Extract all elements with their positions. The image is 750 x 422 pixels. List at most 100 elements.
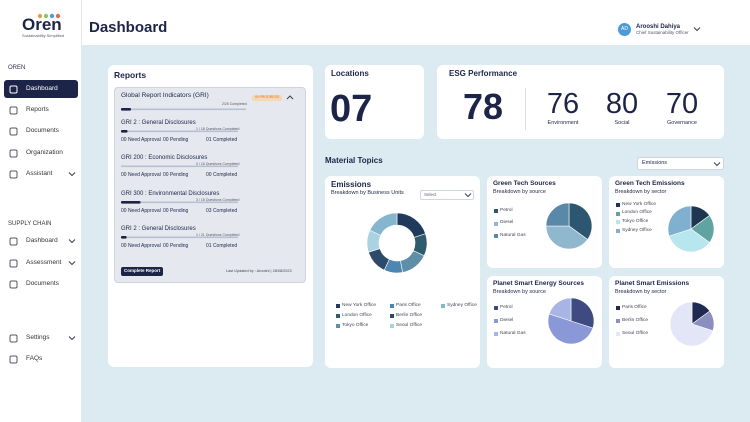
avatar[interactable]: AD	[618, 23, 631, 36]
gri-title: Global Report Indicators (GRI)	[121, 92, 209, 99]
icon-shape	[9, 355, 18, 363]
nav-item[interactable]: Reports	[26, 106, 49, 113]
section-stat: 00 Pending	[163, 208, 189, 214]
complete-report-button[interactable]: Complete Report	[121, 267, 164, 276]
pie-slice	[545, 225, 589, 250]
nav-item[interactable]: Settings	[26, 334, 50, 341]
legend-swatch	[336, 304, 340, 308]
legend-swatch	[494, 332, 498, 336]
nav-item[interactable]: Organization	[26, 149, 63, 156]
user-role: Chief Sustainability Officer	[636, 30, 689, 35]
page-title: Dashboard	[89, 19, 168, 36]
nav-item[interactable]: Dashboard	[26, 85, 58, 92]
nav-item[interactable]: Assistant	[26, 170, 53, 177]
section-progress-label: 1 / 21 Questions Completed	[196, 232, 240, 237]
chevron-icon	[68, 336, 76, 341]
progress-fill	[121, 201, 141, 204]
progress-fill	[121, 108, 131, 111]
section-stat: 00 Need Approval	[121, 243, 161, 249]
chart-plot	[366, 212, 428, 274]
chart-select[interactable]	[420, 190, 474, 200]
esg-card	[437, 65, 724, 139]
esg-score-label: Social	[614, 120, 630, 126]
chevron-icon	[693, 27, 701, 32]
chevron-icon	[464, 193, 472, 198]
section-stat: 00 Pending	[163, 172, 189, 178]
nav-icon	[9, 149, 18, 157]
icon-shape	[9, 280, 18, 288]
chart-title: Planet Smart Energy Sources	[493, 280, 585, 287]
user-name: Arooshi Dahiya	[636, 24, 681, 30]
material-topics-title: Material Topics	[325, 156, 383, 165]
nav-item[interactable]: Documents	[26, 127, 59, 134]
icon-shape	[9, 259, 18, 267]
chevron-path	[68, 261, 76, 266]
topic-dropdown[interactable]	[637, 157, 724, 170]
legend-label: Berlin Office	[622, 317, 649, 323]
legend-label: Sydney Office	[622, 227, 652, 233]
legend-label: Tokyo Office	[622, 218, 649, 224]
chevron-path	[68, 172, 76, 177]
chart-subtitle: Breakdown by source	[493, 289, 546, 295]
legend-label: Paris Office	[396, 302, 421, 308]
section-progress-label: 1 / 18 Questions Completed	[196, 126, 240, 131]
nav-icon	[9, 127, 18, 135]
nav-item[interactable]: Dashboard	[26, 237, 58, 244]
section-progress-label: 0 / 16 Questions Completed	[196, 161, 240, 166]
legend-swatch	[616, 203, 620, 207]
section-stat: 00 Need Approval	[121, 172, 161, 178]
nav-item[interactable]: Documents	[26, 280, 59, 287]
legend-swatch	[390, 314, 394, 318]
nav-item-active[interactable]	[4, 80, 78, 98]
nav-icon	[9, 280, 18, 288]
locations-title: Locations	[331, 69, 369, 78]
chart-subtitle: Breakdown by sector	[615, 189, 667, 195]
section-stat: 03 Completed	[206, 208, 238, 214]
progress-fill	[121, 236, 127, 239]
icon-shape	[9, 334, 18, 342]
chart-plot	[669, 301, 715, 347]
progress-track	[121, 236, 238, 239]
progress-bar	[121, 108, 246, 111]
chart-select-label: Select	[424, 192, 437, 197]
legend-swatch	[336, 324, 340, 328]
nav-icon	[9, 85, 18, 93]
legend-swatch	[390, 324, 394, 328]
legend-label: Natural Gas	[500, 232, 526, 238]
legend-label: Diesel	[500, 220, 514, 225]
esg-score: 80	[605, 88, 639, 120]
logo-tagline: Sustainability Simplified	[22, 33, 65, 38]
legend-label: Sydney Office	[447, 302, 477, 308]
section-progress-label: 3 / 18 Questions Completed	[196, 197, 240, 202]
pie-slice	[570, 297, 595, 329]
progress-track	[121, 165, 238, 168]
icon-shape	[9, 106, 18, 114]
legend-label: Berlin Office	[396, 312, 423, 318]
section-stat: 00 Pending	[163, 243, 189, 249]
progress-fill	[121, 130, 128, 133]
legend-swatch	[616, 229, 620, 234]
sidebar-section-title: SUPPLY CHAIN	[8, 221, 52, 227]
chart-plot	[545, 202, 593, 250]
legend-swatch	[616, 211, 620, 216]
legend-swatch	[390, 304, 394, 308]
legend-label: London Office	[622, 210, 652, 216]
chevron-icon	[713, 162, 721, 167]
chevron-icon	[68, 172, 76, 177]
legend-label: Seoul Office	[622, 330, 649, 336]
section-title: GRI 300 : Environmental Disclosures	[121, 191, 220, 197]
icon-shape	[9, 170, 18, 178]
nav-item[interactable]: Assessment	[26, 259, 62, 266]
esg-score: 70	[665, 88, 699, 120]
legend-label: Petrol	[500, 207, 513, 213]
chart-plot	[547, 297, 595, 345]
locations-card	[325, 65, 424, 139]
progress-track	[121, 201, 238, 204]
nav-item[interactable]: FAQs	[26, 355, 43, 362]
chart-title: Green Tech Sources	[493, 180, 556, 187]
legend-label: Petrol	[500, 304, 513, 310]
legend-label: London Office	[342, 312, 372, 318]
legend-swatch	[336, 314, 340, 318]
section-stat: 00 Completed	[206, 172, 238, 178]
pie-slice	[667, 205, 692, 237]
